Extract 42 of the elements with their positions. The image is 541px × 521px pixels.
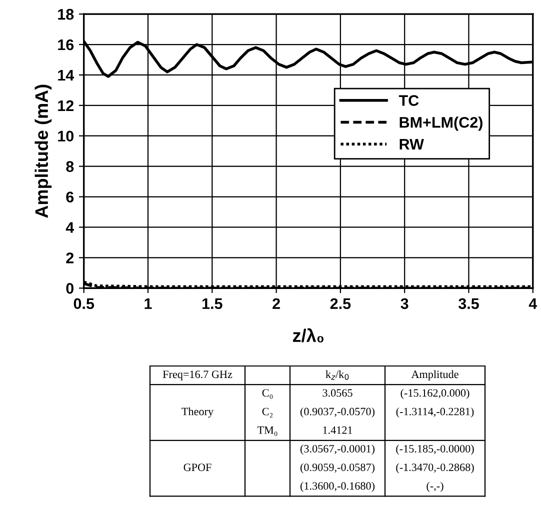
legend-label: RW — [400, 139, 424, 150]
text: (-1.3470,-0.2868) — [396, 463, 474, 474]
text: GPOF — [184, 464, 212, 472]
y-tick-label: 10 — [58, 130, 74, 142]
y-tick-label: 18 — [58, 8, 74, 20]
legend-label: TC — [398, 95, 419, 106]
y-tick-label: 8 — [66, 161, 74, 172]
text: C₂ — [262, 408, 273, 418]
x-tick-label: 3.5 — [458, 298, 479, 310]
text: (0.9037,-0.0570) — [300, 407, 375, 418]
text: TM₀ — [257, 426, 278, 436]
legend-label: BM+LM(C2) — [400, 116, 482, 131]
x-tick-label: 1.5 — [202, 298, 222, 310]
text: (-1.3114,-0.2281) — [396, 407, 474, 418]
text: (-15.185,-0.0000) — [396, 444, 474, 455]
text: Amplitude — [411, 370, 458, 380]
text: (-15.162,0.000) — [400, 388, 470, 399]
y-tick-label: 0 — [66, 282, 74, 294]
y-axis-title: Amplitude (mA) — [34, 84, 52, 218]
text: (1.3600,-0.1680) — [300, 482, 375, 492]
x-axis-title: z/λ₀ — [292, 328, 324, 342]
text: Freq=16.7 GHz — [162, 370, 232, 380]
text: C₀ — [262, 389, 273, 399]
x-tick-label: 0.5 — [74, 298, 94, 310]
text: k$_{z}$/k$_{0}$ — [326, 370, 349, 380]
text: 1.4121 — [323, 426, 352, 434]
x-tick-label: 2 — [272, 298, 280, 309]
text: 3.0565 — [322, 389, 352, 397]
x-tick-label: 3 — [400, 298, 408, 310]
x-tick-label: 4 — [528, 298, 538, 309]
y-tick-label: 4 — [66, 222, 74, 233]
y-tick-label: 6 — [66, 192, 74, 202]
y-tick-label: 2 — [66, 252, 74, 264]
text: Theory — [182, 407, 214, 418]
text: (-,-) — [426, 482, 444, 492]
y-tick-label: 14 — [58, 70, 74, 80]
x-tick-label: 2.5 — [330, 298, 351, 310]
y-tick-label: 16 — [58, 39, 74, 50]
text: (0.9059,-0.0587) — [300, 463, 375, 474]
text: (3.0567,-0.0001) — [300, 444, 375, 455]
y-tick-label: 12 — [58, 100, 74, 111]
x-tick-label: 1 — [144, 298, 152, 309]
